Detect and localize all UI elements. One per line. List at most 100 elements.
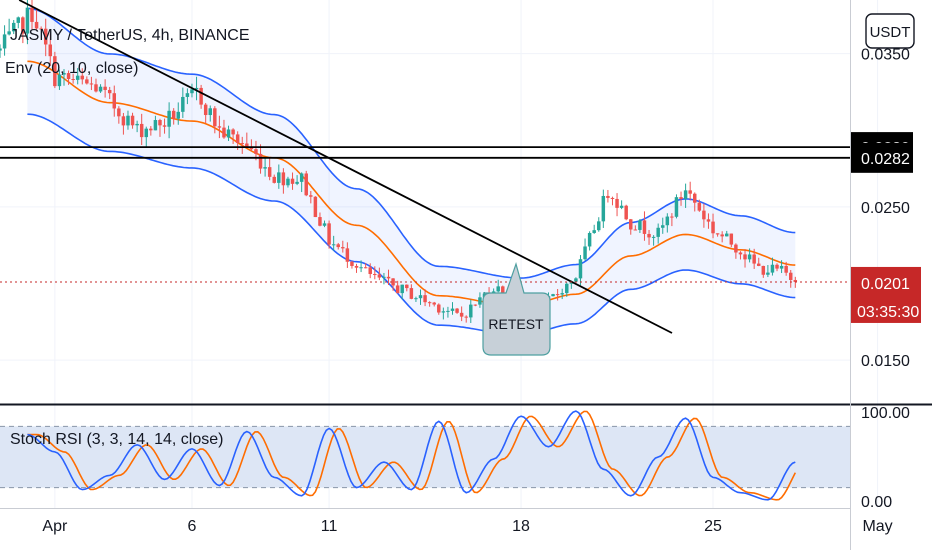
candle[interactable] <box>386 269 391 286</box>
candle[interactable] <box>587 231 592 251</box>
candle[interactable] <box>331 235 336 251</box>
candle[interactable] <box>171 108 176 125</box>
candle[interactable] <box>683 183 688 208</box>
candle[interactable] <box>560 288 564 300</box>
candle[interactable] <box>290 172 295 190</box>
candle[interactable] <box>71 73 75 84</box>
candle[interactable] <box>770 257 775 276</box>
candle[interactable] <box>258 144 263 174</box>
currency-button[interactable]: USDT <box>865 13 915 49</box>
candle[interactable] <box>395 280 400 294</box>
candle[interactable] <box>688 181 692 201</box>
candle[interactable] <box>665 213 670 233</box>
candle[interactable] <box>610 196 615 206</box>
candle[interactable] <box>368 263 372 279</box>
candle[interactable] <box>788 269 793 288</box>
candle[interactable] <box>112 85 117 117</box>
candle[interactable] <box>7 18 11 36</box>
candle[interactable] <box>98 84 103 93</box>
candle[interactable] <box>167 102 171 139</box>
candle[interactable] <box>478 292 482 308</box>
candle[interactable] <box>263 158 267 177</box>
candle[interactable] <box>190 83 194 98</box>
candle[interactable] <box>222 119 226 139</box>
candle[interactable] <box>766 264 770 278</box>
candle[interactable] <box>441 307 446 320</box>
candle[interactable] <box>53 51 57 89</box>
candle[interactable] <box>624 204 628 221</box>
candle[interactable] <box>322 220 327 228</box>
candle[interactable] <box>670 213 674 227</box>
candle[interactable] <box>318 212 322 227</box>
candle[interactable] <box>583 238 587 261</box>
candle[interactable] <box>299 172 304 193</box>
candle[interactable] <box>651 235 656 246</box>
candle[interactable] <box>418 289 423 305</box>
candle[interactable] <box>734 243 738 259</box>
candle[interactable] <box>176 102 180 125</box>
candle[interactable] <box>272 174 276 184</box>
candle[interactable] <box>245 132 249 148</box>
candle[interactable] <box>619 200 624 210</box>
candle[interactable] <box>43 18 48 57</box>
candle[interactable] <box>89 76 94 91</box>
candle[interactable] <box>277 164 281 189</box>
candle[interactable] <box>162 118 167 134</box>
candle[interactable] <box>720 231 724 243</box>
candle[interactable] <box>459 306 464 322</box>
candle[interactable] <box>592 224 596 234</box>
candle[interactable] <box>16 16 21 29</box>
candle[interactable] <box>117 106 121 124</box>
candle[interactable] <box>377 267 382 281</box>
candle[interactable] <box>158 118 162 137</box>
candle[interactable] <box>267 157 272 181</box>
candle[interactable] <box>761 265 766 278</box>
candle[interactable] <box>199 84 203 109</box>
candle[interactable] <box>629 218 633 235</box>
candle[interactable] <box>706 213 711 229</box>
candle[interactable] <box>217 115 222 139</box>
candle[interactable] <box>80 68 85 85</box>
candle[interactable] <box>34 9 39 30</box>
candle[interactable] <box>747 248 752 263</box>
candle[interactable] <box>0 44 2 58</box>
candle[interactable] <box>647 229 651 245</box>
candle[interactable] <box>661 217 665 234</box>
candle[interactable] <box>185 88 190 105</box>
candle[interactable] <box>555 289 560 301</box>
candle[interactable] <box>738 251 743 260</box>
candle[interactable] <box>2 25 7 56</box>
candle[interactable] <box>66 70 71 85</box>
candle[interactable] <box>107 86 112 100</box>
candle[interactable] <box>729 233 734 248</box>
candle[interactable] <box>450 302 455 315</box>
candle[interactable] <box>725 230 729 237</box>
candle[interactable] <box>345 242 350 268</box>
candle[interactable] <box>281 168 286 194</box>
candle[interactable] <box>94 78 98 93</box>
candle[interactable] <box>601 189 606 228</box>
candle[interactable] <box>455 307 459 314</box>
candle[interactable] <box>194 76 199 101</box>
candle[interactable] <box>606 189 610 203</box>
candle[interactable] <box>633 225 638 231</box>
candle[interactable] <box>432 301 436 307</box>
candle[interactable] <box>715 233 720 237</box>
candle[interactable] <box>231 128 235 144</box>
candle[interactable] <box>153 115 158 131</box>
candle[interactable] <box>496 279 500 293</box>
candle[interactable] <box>679 191 683 206</box>
candle[interactable] <box>62 69 66 86</box>
candle[interactable] <box>203 102 208 124</box>
candle[interactable] <box>405 284 409 292</box>
candle[interactable] <box>126 110 130 130</box>
candle[interactable] <box>382 272 386 285</box>
candle[interactable] <box>135 120 139 133</box>
candle[interactable] <box>409 284 414 300</box>
candle[interactable] <box>469 299 473 323</box>
candle[interactable] <box>75 68 80 85</box>
candle[interactable] <box>697 199 702 212</box>
candle[interactable] <box>309 190 313 204</box>
candle[interactable] <box>286 176 290 188</box>
candle[interactable] <box>464 315 468 323</box>
